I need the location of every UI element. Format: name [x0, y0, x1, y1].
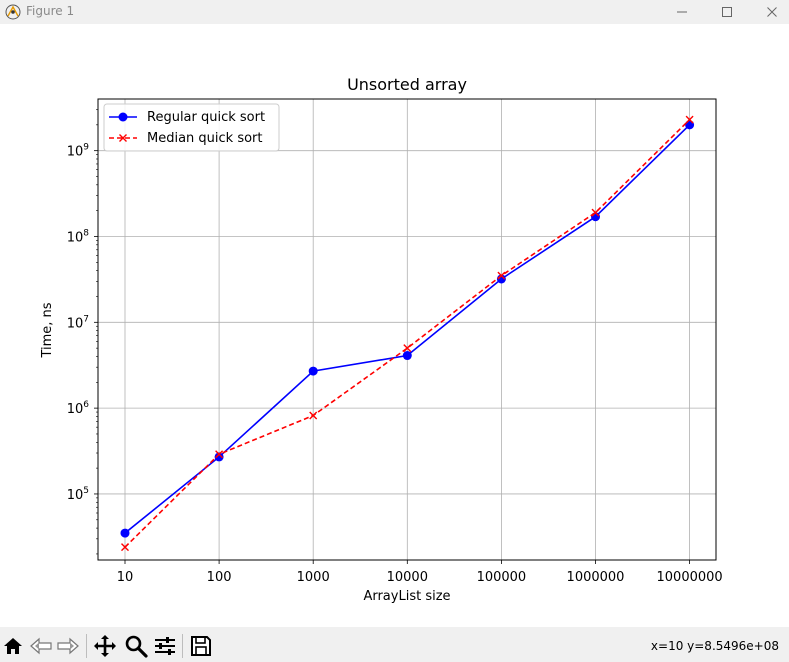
configure-icon: [155, 637, 175, 655]
x-tick-label: 10000: [387, 570, 428, 585]
toolbar-separator: [182, 634, 183, 658]
app-icon: [5, 4, 21, 20]
toolbar-separator: [86, 634, 87, 658]
close-button[interactable]: [749, 0, 789, 24]
home-icon: [4, 638, 22, 654]
series-layer: [120, 115, 695, 552]
legend: Regular quick sort Median quick sort: [103, 103, 280, 152]
maximize-icon: [722, 7, 732, 17]
back-icon: [30, 637, 52, 655]
data-point: [120, 528, 130, 538]
x-tick-label: 100: [207, 570, 232, 585]
pan-icon: [94, 635, 116, 657]
close-icon: [767, 7, 777, 17]
forward-icon: [57, 637, 79, 655]
y-axis: 105 106 107 108 109: [67, 109, 98, 555]
data-point: [402, 351, 412, 361]
minimize-button[interactable]: [659, 0, 705, 24]
x-axis-label: ArrayList size: [363, 589, 450, 604]
window-title: Figure 1: [26, 4, 75, 18]
data-point: [214, 452, 224, 462]
legend-marker-median: [119, 134, 127, 142]
y-axis-label: Time, ns: [40, 302, 55, 358]
x-tick-label: 1000000: [567, 570, 625, 585]
data-point: [403, 344, 412, 353]
legend-label-regular: Regular quick sort: [147, 110, 265, 125]
data-point: [121, 543, 129, 552]
x-tick-label: 1000: [297, 570, 330, 585]
zoom-icon: [125, 635, 148, 658]
save-button[interactable]: [188, 633, 214, 659]
window-titlebar: Figure 1: [0, 0, 789, 24]
cursor-coordinates: x=10 y=8.5496e+08: [650, 639, 779, 653]
legend-marker-regular: [118, 112, 128, 122]
y-tick-label: 109: [67, 143, 90, 160]
y-tick-label: 106: [67, 400, 90, 417]
data-point: [591, 212, 600, 222]
configure-button[interactable]: [152, 633, 178, 659]
x-axis: 10 100 1000 10000 100000 1000000 10000000: [117, 560, 723, 585]
data-point: [685, 115, 694, 124]
line-chart: 10 100 1000 10000 100000 1000000 10000000 1051…: [40, 75, 723, 604]
home-button[interactable]: [0, 633, 26, 659]
data-point: [308, 366, 318, 376]
x-tick-label: 10: [117, 570, 134, 585]
maximize-button[interactable]: [704, 0, 750, 24]
chart-title: Unsorted array: [347, 75, 467, 94]
y-tick-label: 108: [67, 228, 90, 245]
legend-label-median: Median quick sort: [147, 131, 263, 146]
data-point: [685, 120, 695, 130]
y-tick-label: 105: [67, 486, 89, 503]
save-icon: [191, 636, 211, 656]
y-tick-label: 107: [67, 314, 89, 331]
back-button[interactable]: [28, 633, 54, 659]
data-point: [215, 450, 224, 459]
data-point: [591, 208, 600, 217]
forward-button[interactable]: [55, 633, 81, 659]
minimize-icon: [677, 11, 687, 13]
navigation-toolbar: x=10 y=8.5496e+08: [0, 627, 789, 662]
zoom-button[interactable]: [123, 633, 149, 659]
x-tick-label: 10000000: [657, 570, 723, 585]
legend-box: [103, 103, 280, 152]
data-point: [497, 271, 506, 280]
figure-canvas[interactable]: 10 100 1000 10000 100000 1000000 10000000 105 1…: [0, 24, 789, 627]
data-point: [309, 411, 318, 420]
pan-button[interactable]: [92, 633, 118, 659]
x-tick-label: 100000: [477, 570, 527, 585]
